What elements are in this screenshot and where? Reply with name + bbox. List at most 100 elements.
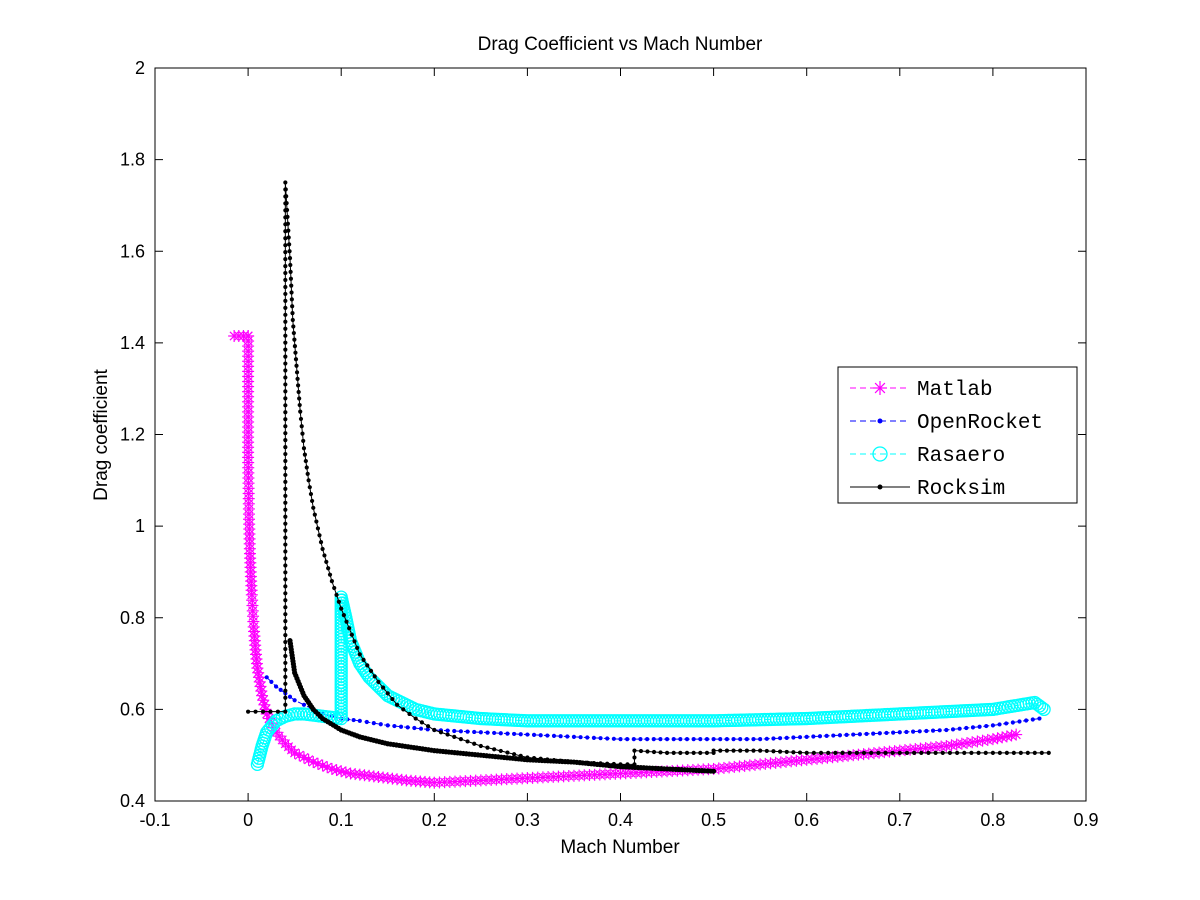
point-marker [298, 416, 304, 422]
point-marker [452, 734, 457, 739]
point-marker [296, 383, 301, 388]
x-axis-label: Mach Number [560, 837, 680, 858]
point-marker [505, 750, 510, 755]
point-marker [883, 750, 888, 755]
x-tick-label: 0.8 [980, 810, 1005, 830]
point-marker [307, 485, 312, 490]
point-marker [465, 739, 470, 744]
point-marker [253, 709, 258, 714]
point-marker [664, 737, 670, 742]
point-marker [964, 725, 969, 731]
point-marker [283, 626, 288, 631]
point-marker [283, 598, 288, 603]
point-marker [904, 750, 910, 755]
point-marker [492, 730, 497, 736]
point-marker [376, 679, 381, 684]
point-marker [618, 737, 623, 742]
point-marker [877, 418, 883, 424]
point-marker [320, 546, 325, 552]
point-marker [327, 572, 333, 577]
point-marker [283, 382, 288, 387]
point-marker [937, 728, 942, 733]
point-marker [957, 726, 962, 731]
point-marker [287, 256, 293, 261]
series-openrocket [264, 675, 1042, 742]
point-marker [1024, 718, 1029, 723]
point-marker [904, 729, 909, 735]
point-marker [738, 748, 743, 753]
point-marker [283, 709, 288, 714]
point-marker [283, 277, 288, 283]
point-marker [284, 207, 290, 213]
point-marker [551, 733, 557, 738]
point-marker [286, 228, 291, 233]
point-marker [351, 717, 356, 723]
point-marker [288, 262, 293, 268]
point-marker [300, 431, 305, 436]
point-marker [851, 732, 856, 737]
point-marker [671, 737, 676, 742]
point-marker [283, 403, 288, 408]
point-marker [432, 727, 437, 733]
point-marker [283, 424, 288, 429]
point-marker [283, 389, 288, 394]
point-marker [877, 731, 882, 736]
series-line [256, 597, 1045, 765]
point-marker [283, 591, 288, 596]
point-marker [283, 284, 288, 290]
point-marker [926, 750, 931, 755]
point-marker [704, 737, 710, 742]
point-marker [364, 719, 369, 725]
point-marker [797, 735, 803, 740]
chart-title: Drag Coefficient vs Mach Number [478, 34, 763, 55]
point-marker [990, 723, 996, 728]
series-rocksim [246, 180, 1051, 767]
point-marker [305, 471, 310, 476]
point-marker [355, 645, 360, 650]
point-marker [357, 652, 362, 657]
x-tick-label: 0.3 [515, 810, 540, 830]
point-marker [324, 559, 329, 564]
point-marker [283, 556, 288, 561]
point-marker [322, 553, 327, 558]
point-marker [308, 491, 314, 497]
point-marker [301, 702, 307, 707]
point-marker [498, 731, 503, 736]
y-tick-label: 2 [135, 58, 145, 78]
point-marker [804, 750, 809, 755]
point-marker [283, 507, 288, 512]
point-marker [290, 310, 295, 316]
asterisk-marker [996, 731, 1009, 744]
legend-label: Rocksim [917, 478, 1005, 501]
point-marker [917, 729, 922, 734]
circle-marker [1028, 695, 1042, 710]
point-marker [871, 731, 876, 736]
point-marker [317, 533, 322, 538]
point-marker [283, 521, 288, 526]
point-marker [811, 750, 816, 755]
point-marker [758, 737, 763, 742]
legend-item-matlab: Matlab [850, 379, 993, 402]
point-marker [1046, 750, 1051, 755]
point-marker [857, 732, 863, 737]
y-tick-label: 1 [135, 516, 145, 536]
point-marker [278, 687, 283, 693]
point-marker [764, 736, 769, 741]
point-marker [283, 563, 288, 568]
point-marker [283, 667, 288, 672]
point-marker [478, 730, 483, 735]
point-marker [984, 723, 989, 729]
point-marker [405, 725, 410, 730]
circle-marker [872, 446, 888, 462]
point-marker [293, 350, 298, 355]
point-marker [283, 660, 288, 666]
point-marker [631, 737, 636, 742]
point-marker [645, 749, 650, 754]
point-marker [283, 605, 288, 610]
point-marker [804, 734, 809, 739]
point-marker [283, 688, 288, 693]
point-marker [283, 646, 288, 652]
point-marker [293, 357, 299, 362]
point-marker [632, 748, 637, 753]
point-marker [283, 236, 288, 241]
